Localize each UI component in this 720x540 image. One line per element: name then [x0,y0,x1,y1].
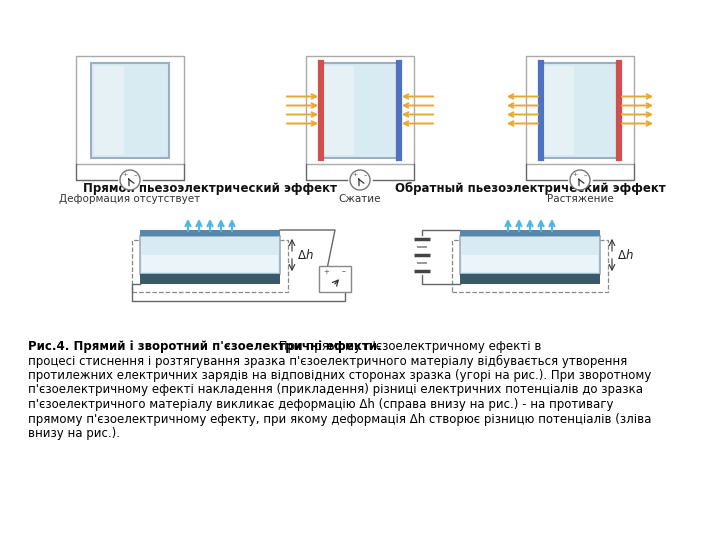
Bar [76,56,184,164]
Text: п'єзоелектричному ефекті накладення (прикладення) різниці електричних потенціалі: п'єзоелектричному ефекті накладення (при… [28,383,643,396]
Text: процесі стиснення і розтягування зразка п'єзоелектричного матеріалу відбувається: процесі стиснення і розтягування зразка … [28,354,627,368]
Text: внизу на рис.).: внизу на рис.). [28,427,120,440]
Text: +: + [122,172,127,178]
Bar [140,230,280,236]
Bar [460,236,600,274]
Text: –: – [134,172,138,178]
Text: Деформация отсутствует: Деформация отсутствует [60,194,201,204]
Text: Сжатие: Сжатие [338,194,382,204]
Text: Прямой пьезоэлектрический эффект: Прямой пьезоэлектрический эффект [83,182,337,195]
Text: +: + [323,269,329,275]
Bar [526,56,634,164]
Text: Обратный пьезоэлектрический эффект: Обратный пьезоэлектрический эффект [395,182,665,195]
Bar [140,274,280,284]
Text: +: + [572,172,577,178]
Bar [306,56,414,164]
Text: Рис.4. Прямий і зворотний п'єзоелектричні ефекти.: Рис.4. Прямий і зворотний п'єзоелектричн… [28,340,382,353]
Bar [541,63,619,158]
Bar [140,236,280,274]
Text: Растяжение: Растяжение [546,194,613,204]
Circle shape [120,170,140,190]
Bar [321,63,399,158]
Text: +: + [352,172,357,178]
Bar [142,255,278,272]
Bar [324,65,354,154]
Text: –: – [364,172,367,178]
Bar [319,266,351,292]
Text: $\Delta h$: $\Delta h$ [617,248,634,262]
Bar [462,255,598,272]
Text: п'єзоелектричного матеріалу викликає деформацію Δh (справа внизу на рис.) - на п: п'єзоелектричного матеріалу викликає деф… [28,398,613,411]
Bar [460,274,600,284]
Bar [460,230,600,236]
Bar [544,65,574,154]
Circle shape [350,170,370,190]
Bar [91,63,169,158]
Text: При прямому п'єзоелектричному ефекті в: При прямому п'єзоелектричному ефекті в [276,340,542,353]
Text: $\Delta h$: $\Delta h$ [297,248,314,262]
Text: прямому п'єзоелектричному ефекту, при якому деформація Δh створює різницю потенц: прямому п'єзоелектричному ефекту, при як… [28,413,652,426]
Text: –: – [342,267,346,276]
Text: протилежних електричних зарядів на відповідних сторонах зразка (угорі на рис.). : протилежних електричних зарядів на відпо… [28,369,652,382]
Text: –: – [584,172,588,178]
Bar [94,65,124,154]
Circle shape [570,170,590,190]
Bar [132,240,288,292]
Bar [452,240,608,292]
